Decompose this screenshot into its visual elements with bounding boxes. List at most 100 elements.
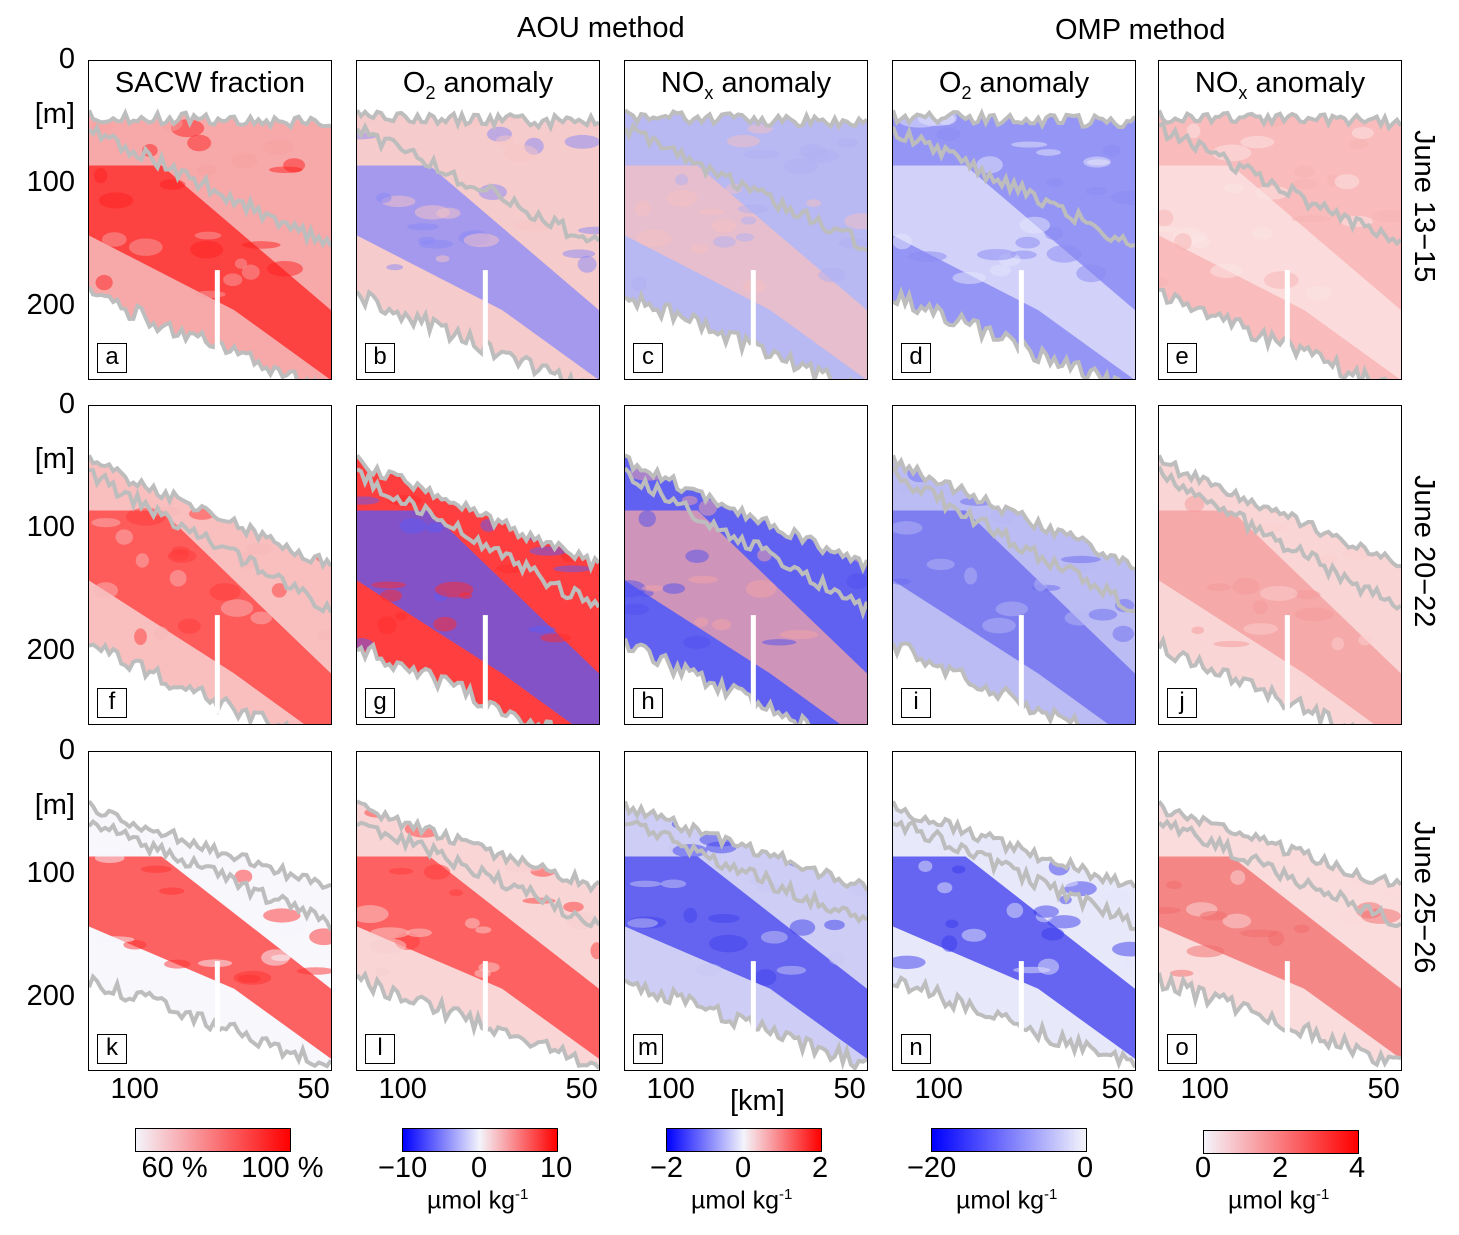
heatmap-patch bbox=[406, 223, 439, 231]
row-label: June 20−22 bbox=[1408, 475, 1440, 628]
heatmap-patch bbox=[846, 573, 867, 590]
heatmap-patch bbox=[406, 928, 432, 938]
middle-isoline bbox=[357, 467, 599, 610]
heatmap-patch bbox=[1112, 625, 1135, 643]
heatmap-patch bbox=[818, 268, 847, 283]
lower-isoline bbox=[1159, 971, 1401, 1068]
lower-isoline bbox=[625, 978, 867, 1070]
heatmap-patch bbox=[695, 963, 723, 977]
heatmap-patch bbox=[1224, 183, 1244, 194]
data-gap bbox=[482, 615, 488, 714]
heatmap-patch bbox=[941, 935, 958, 952]
heatmap-patch bbox=[1086, 159, 1110, 166]
heatmap-patch bbox=[271, 954, 291, 962]
heatmap-patch bbox=[95, 274, 113, 291]
heatmap-patch bbox=[123, 940, 147, 950]
heatmap-patch bbox=[1293, 589, 1321, 600]
x-tick-label: 50 bbox=[833, 1073, 866, 1105]
heatmap-patch bbox=[804, 149, 840, 163]
colorbar-tick-label: 100 % bbox=[241, 1152, 324, 1184]
heatmap-patch bbox=[824, 919, 845, 931]
x-tick-label: 100 bbox=[378, 1073, 427, 1105]
panel-title: O2 anomaly bbox=[402, 67, 554, 103]
colorbar-unit: µmol kg-1 bbox=[691, 1186, 793, 1215]
heatmap-patch bbox=[712, 619, 732, 631]
heatmap-patch bbox=[128, 238, 163, 256]
lower-isoline bbox=[1159, 287, 1388, 379]
middle-isoline bbox=[89, 818, 331, 932]
heatmap-patch bbox=[828, 952, 845, 965]
colorbar-unit: µmol kg-1 bbox=[956, 1186, 1058, 1215]
heatmap-band bbox=[89, 856, 331, 1059]
panel-letter: d bbox=[901, 343, 931, 373]
heatmap-patch bbox=[154, 626, 169, 641]
colorbar bbox=[1203, 1130, 1359, 1154]
middle-isoline bbox=[893, 125, 1135, 249]
heatmap-patch bbox=[1291, 215, 1331, 223]
heatmap-patch bbox=[1076, 264, 1107, 283]
heatmap-patch bbox=[708, 934, 748, 953]
heatmap-patch bbox=[698, 499, 717, 516]
middle-isoline bbox=[1159, 465, 1401, 611]
heatmap-patch bbox=[159, 887, 185, 895]
upper-isoline bbox=[893, 107, 1135, 131]
omp-method-header: OMP method bbox=[1055, 14, 1226, 46]
panel-letter: i bbox=[901, 688, 931, 718]
heatmap-patch bbox=[1210, 263, 1243, 279]
y-tick-label: [m] bbox=[34, 789, 75, 822]
heatmap-patch bbox=[167, 549, 197, 563]
heatmap-patch bbox=[635, 200, 651, 217]
colorbar-tick-label: 10 bbox=[540, 1152, 573, 1184]
middle-isoline bbox=[89, 122, 331, 249]
colorbar bbox=[666, 1128, 822, 1152]
heatmap-patch bbox=[1169, 969, 1194, 977]
heatmap-panel: g bbox=[356, 405, 600, 725]
row-label: June 25−26 bbox=[1408, 821, 1440, 974]
colorbar-tick-label: 2 bbox=[1272, 1152, 1289, 1184]
heatmap-patch bbox=[1293, 178, 1320, 189]
upper-isoline bbox=[357, 108, 599, 133]
colorbar bbox=[931, 1128, 1087, 1152]
y-tick-label: 200 bbox=[26, 634, 75, 666]
heatmap-patch bbox=[1191, 626, 1205, 635]
panel-letter: l bbox=[365, 1034, 395, 1064]
heatmap-patch bbox=[194, 231, 222, 240]
upper-isoline bbox=[625, 800, 867, 892]
x-tick-label: 50 bbox=[1367, 1073, 1400, 1105]
panel-letter: e bbox=[1167, 343, 1197, 373]
heatmap-patch bbox=[908, 251, 947, 262]
heatmap-patch bbox=[683, 907, 698, 924]
heatmap-patch bbox=[1174, 233, 1192, 251]
heatmap-patch bbox=[209, 583, 241, 601]
data-gap bbox=[482, 270, 488, 369]
heatmap-patch bbox=[1046, 177, 1064, 188]
x-tick-label: 50 bbox=[1101, 1073, 1134, 1105]
heatmap-patch bbox=[577, 255, 597, 273]
heatmap-patch bbox=[806, 199, 822, 207]
heatmap-patch bbox=[1186, 123, 1201, 139]
y-tick-label: 0 bbox=[58, 43, 75, 75]
heatmap-patch bbox=[893, 955, 926, 970]
heatmap-patch bbox=[1200, 911, 1228, 921]
heatmap-patch bbox=[1102, 889, 1131, 904]
x-tick-label: 100 bbox=[914, 1073, 963, 1105]
heatmap-patch bbox=[1102, 144, 1121, 157]
heatmap-patch bbox=[1334, 174, 1360, 190]
heatmap-patch bbox=[698, 208, 724, 215]
heatmap-patch bbox=[241, 264, 260, 280]
heatmap-band bbox=[625, 510, 867, 724]
heatmap-patch bbox=[989, 264, 1011, 277]
heatmap-patch bbox=[528, 625, 556, 633]
heatmap-patch bbox=[1037, 958, 1060, 975]
heatmap-patch bbox=[380, 589, 402, 602]
heatmap-patch bbox=[395, 612, 408, 621]
heatmap-patch bbox=[1206, 583, 1231, 592]
heatmap-patch bbox=[1060, 555, 1101, 564]
colorbar-tick-label: 0 bbox=[471, 1152, 488, 1184]
lower-isoline bbox=[357, 641, 554, 724]
heatmap-patch bbox=[503, 144, 539, 163]
lower-isoline bbox=[625, 289, 853, 379]
heatmap-patch bbox=[1293, 924, 1310, 934]
heatmap-panel: SACW fraction a bbox=[88, 60, 332, 380]
middle-isoline bbox=[89, 467, 331, 614]
